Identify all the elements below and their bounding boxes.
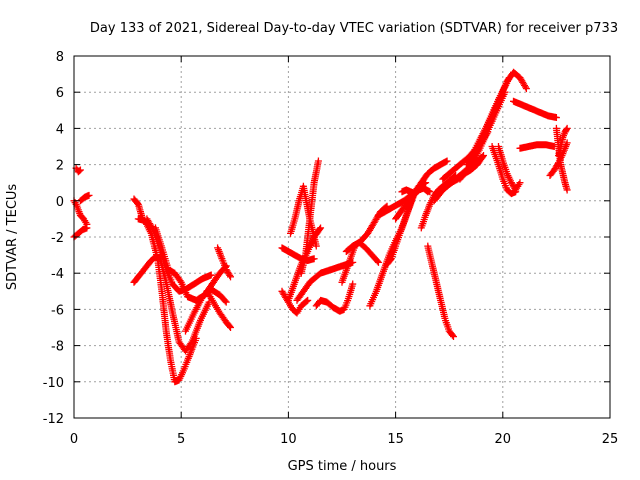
plus-markers: [495, 143, 524, 194]
series-track-4: [76, 191, 93, 205]
plus-markers: [214, 244, 235, 281]
y-tick-label: 0: [56, 195, 64, 210]
series-track-22: [342, 238, 382, 266]
x-tick-label: 5: [177, 432, 185, 447]
plus-markers: [516, 141, 558, 152]
series-track-18: [297, 157, 322, 277]
axis-ticks: 0 5 10 15 20 25 -12 -10 -8 -6 -4 -2 0 2 4 6 8: [43, 50, 619, 447]
series-track-38: [510, 97, 560, 122]
y-tick-label: 4: [56, 122, 64, 137]
x-tick-label: 15: [387, 432, 404, 447]
plus-markers: [312, 280, 357, 315]
grid-lines: [74, 56, 610, 418]
plus-markers: [488, 143, 520, 198]
plus-markers: [297, 157, 322, 277]
x-tick-label: 25: [602, 432, 619, 447]
plus-markers: [398, 184, 432, 198]
y-tick-label: -10: [43, 376, 64, 391]
plus-markers: [156, 253, 213, 355]
plus-markers: [72, 164, 84, 176]
x-axis-label: GPS time / hours: [288, 459, 397, 474]
series-track-37: [495, 143, 524, 194]
y-tick-label: 6: [56, 86, 64, 101]
series-track-9: [156, 253, 213, 355]
plus-markers: [130, 253, 164, 286]
y-tick-label: 8: [56, 50, 64, 65]
y-tick-label: -2: [51, 231, 64, 246]
y-tick-label: 2: [56, 159, 64, 174]
series-track-36: [488, 143, 520, 198]
series-track-27: [398, 184, 432, 198]
y-tick-label: -4: [51, 267, 64, 282]
x-tick-label: 20: [495, 432, 512, 447]
y-tick-label: -12: [43, 412, 64, 427]
x-tick-label: 10: [280, 432, 297, 447]
y-axis-label: SDTVAR / TECUs: [5, 184, 20, 291]
series-track-1: [72, 164, 84, 176]
data-points: [70, 68, 571, 386]
series-track-12: [203, 287, 235, 331]
y-tick-label: -6: [51, 303, 64, 318]
plus-markers: [510, 97, 560, 122]
plus-markers: [555, 124, 571, 160]
plus-markers: [424, 242, 457, 341]
series-track-35: [477, 68, 530, 141]
plus-markers: [76, 191, 93, 205]
plus-markers: [203, 287, 235, 331]
series-track-7: [130, 253, 164, 286]
chart-title: Day 133 of 2021, Sidereal Day-to-day VTE…: [90, 21, 618, 36]
series-track-20: [312, 280, 357, 315]
series-track-29: [424, 242, 457, 341]
x-tick-label: 0: [70, 432, 78, 447]
plus-markers: [477, 68, 530, 141]
y-tick-label: -8: [51, 340, 64, 355]
series-track-39: [516, 141, 558, 152]
series-track-42: [555, 124, 571, 160]
series-track-13: [214, 244, 235, 281]
plus-markers: [342, 238, 382, 266]
